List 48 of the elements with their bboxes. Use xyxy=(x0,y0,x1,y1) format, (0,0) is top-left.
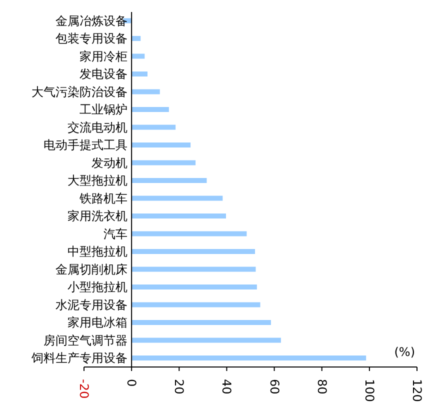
bar xyxy=(132,320,271,325)
bar xyxy=(132,54,145,59)
x-tick-label: 80 xyxy=(314,379,329,394)
x-tick-label: -20 xyxy=(77,379,91,399)
y-tick-label: 工业锅炉 xyxy=(80,102,128,117)
x-tick-label: 0 xyxy=(124,379,139,387)
bar xyxy=(132,36,141,41)
y-tick-label: 铁路机车 xyxy=(78,191,128,206)
bar xyxy=(132,106,169,112)
y-tick-label: 包装专用设备 xyxy=(56,32,128,46)
bar xyxy=(132,338,281,343)
x-axis-title: (%) xyxy=(394,345,415,359)
y-tick-label: 房间空气调节器 xyxy=(44,333,128,348)
y-tick-label: 发动机 xyxy=(92,156,128,170)
y-tick-label: 大型拖拉机 xyxy=(68,174,128,188)
bar xyxy=(132,284,257,290)
bar xyxy=(132,89,160,94)
y-tick-label: 饲料生产专用设备 xyxy=(30,351,128,366)
bar xyxy=(132,213,226,218)
bar xyxy=(132,178,207,183)
bar xyxy=(132,196,223,201)
x-tick-label: 20 xyxy=(172,379,186,394)
bar xyxy=(132,231,247,236)
y-tick-label: 中型拖拉机 xyxy=(68,244,128,259)
bar xyxy=(132,124,176,130)
bar xyxy=(132,71,148,76)
bar xyxy=(132,355,366,360)
y-tick-label: 大气污染防治设备 xyxy=(32,84,128,99)
x-tick-label: 100 xyxy=(362,379,376,402)
y-tick-label: 金属冶炼设备 xyxy=(56,14,128,28)
x-tick-label: 60 xyxy=(267,379,282,394)
x-tick-label: 40 xyxy=(220,379,234,394)
y-tick-label: 电动手提式工具 xyxy=(44,138,128,152)
x-tick-label: 120 xyxy=(410,379,424,402)
y-tick-label: 金属切削机床 xyxy=(56,262,128,276)
y-tick-label: 汽车 xyxy=(104,226,128,241)
y-tick-label: 交流电动机 xyxy=(68,120,128,134)
y-tick-label: 家用洗衣机 xyxy=(68,209,128,224)
bar xyxy=(132,142,191,148)
y-tick-label: 家用冷柜 xyxy=(80,49,128,64)
y-tick-label: 小型拖拉机 xyxy=(68,280,128,294)
bar xyxy=(132,302,260,308)
y-tick-label: 家用电冰箱 xyxy=(68,316,128,330)
bar xyxy=(132,160,196,166)
bar xyxy=(132,266,256,272)
bar xyxy=(132,248,256,254)
y-tick-label: 水泥专用设备 xyxy=(56,298,128,312)
y-tick-label: 发电设备 xyxy=(80,67,128,82)
